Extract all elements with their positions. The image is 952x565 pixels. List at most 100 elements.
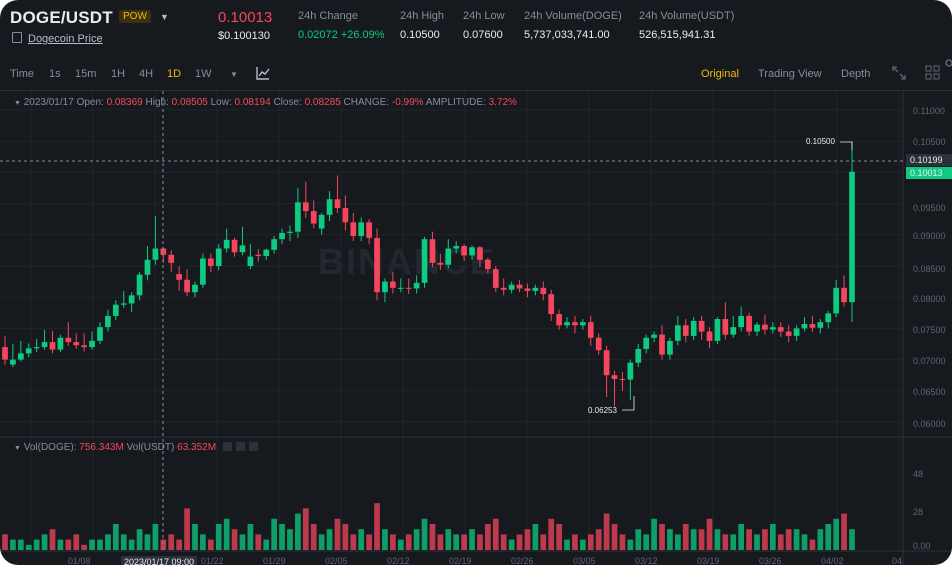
settings-toggle-icon[interactable] [235,442,245,451]
collapse-icon[interactable]: ▼ [14,445,21,452]
candle-body [619,378,626,380]
volume-bar [215,524,222,550]
volume-bar [809,539,816,550]
price-tick: 0.07000 [913,356,946,366]
volume-bar [271,518,277,550]
volume-bar [453,534,460,550]
volume-bar [81,544,88,550]
candle-body [675,325,681,341]
candle-body [730,327,737,335]
candle-body [461,246,467,256]
volume-bar [255,534,262,550]
vol-doge-label: Vol(DOGE): [23,442,77,453]
crosshair-time-tag: 2023/01/17 09:00 [121,556,198,565]
volume-bar [239,534,246,550]
volume-bar [374,503,380,550]
volume-bar [223,518,230,550]
time-tick: 03/19 [697,556,720,565]
volume-bar [192,524,198,550]
time-tick: 04 [892,556,903,565]
volume-bar [793,529,800,550]
volume-bar [33,539,40,550]
visibility-toggle-icon[interactable] [222,442,232,451]
volume-bar [595,529,602,550]
volume-bar [49,529,56,550]
volume-bar [136,529,143,550]
interval-time[interactable]: Time [10,68,35,80]
interval-4h[interactable]: 4H [139,68,154,80]
candle-body [160,248,167,255]
candle-body [65,337,72,343]
ohlc-close: 0.08285 [304,97,341,108]
candle-body [382,281,388,293]
price-tick: 0.11000 [913,106,945,116]
pair-dropdown-icon[interactable]: ▼ [160,12,169,22]
volume-bar [801,534,808,550]
indicator-icon[interactable] [256,66,270,83]
view-trading-view[interactable]: Trading View [758,68,822,80]
volume-bar [279,524,285,550]
interval-1h[interactable]: 1H [111,68,126,80]
candle-body [437,262,444,265]
candle-body [405,287,412,289]
view-depth[interactable]: Depth [841,68,871,80]
candle-body [477,247,483,260]
candle-body [200,258,206,285]
time-tick: 03/12 [635,556,658,565]
volume-legend: ▼ Vol(DOGE): 756.343M Vol(USDT) 63.352M [14,442,258,453]
stat-label: 24h High [400,10,445,22]
interval-15m[interactable]: 15m [75,68,97,80]
volume-bar [611,524,618,550]
expand-icon[interactable] [892,66,906,83]
close-toggle-icon[interactable] [248,442,258,451]
pair-title[interactable]: DOGE/USDT [10,8,113,27]
volume-bar [73,534,80,550]
candle-body [334,199,341,208]
stat-label: 24h Volume(USDT) [639,10,735,22]
candle-body [659,334,665,355]
candle-body [374,237,380,293]
volume-bar [619,534,626,550]
volume-bar [722,534,729,550]
more-intervals-icon[interactable]: ▼ [230,70,238,79]
stat-value: 5,737,033,741.00 [524,29,610,41]
interval-1w[interactable]: 1W [195,68,212,80]
volume-bar [540,534,547,550]
price-tick: 0.07500 [913,325,946,335]
volume-bar [25,544,32,550]
candlestick-chart[interactable] [0,91,952,565]
volume-bar [231,529,238,550]
volume-bar [603,513,610,550]
volume-bar [397,539,404,550]
candle-body [215,248,222,266]
volume-bar [120,534,127,550]
volume-bar [390,534,396,550]
view-original[interactable]: Original [701,68,739,80]
stat-24h-change: 24h Change 0.02072 +26.09% [298,10,385,41]
candle-body [556,314,562,326]
interval-1d[interactable]: 1D [167,68,182,80]
candle-body [564,322,570,326]
ohlc-high-label: High: [145,97,169,108]
volume-bar [746,529,752,550]
settings-icon[interactable] [944,58,952,71]
volume-bar [643,534,650,550]
volume-bar [200,534,206,550]
interval-1s[interactable]: 1s [49,68,61,80]
last-price: 0.10013 [218,9,273,26]
collapse-icon[interactable]: ▼ [14,100,21,107]
time-tick: 03/05 [573,556,596,565]
grid-layout-icon[interactable] [925,65,941,84]
coin-price-link[interactable]: Dogecoin Price [12,32,103,45]
volume-bar [168,534,175,550]
coin-price-link-label: Dogecoin Price [28,33,103,45]
candle-body [271,239,277,250]
volume-bar [247,524,254,550]
volume-bar [675,534,681,550]
volume-bar [97,539,103,550]
stat-24h-high: 24h High 0.10500 [400,10,444,41]
candle-body [295,202,301,232]
stat-value: 0.10500 [400,29,440,41]
candle-body [453,246,460,249]
